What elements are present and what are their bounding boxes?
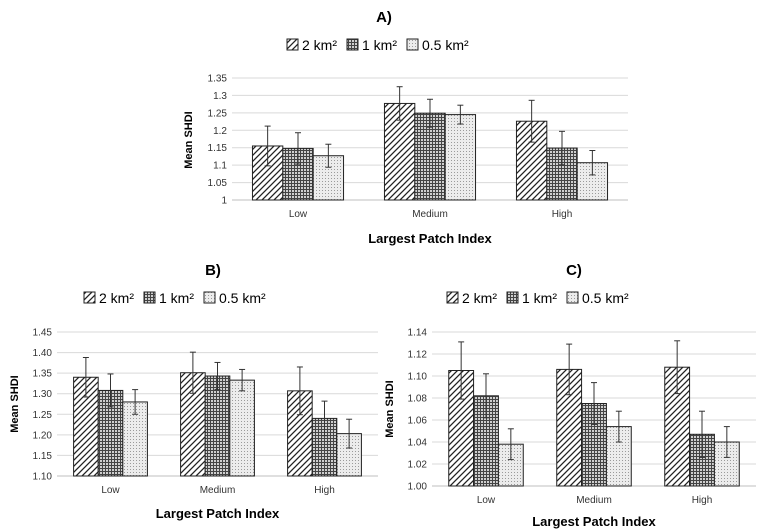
x-axis-label: Largest Patch Index <box>532 514 656 529</box>
y-tick-label: 1.15 <box>208 143 228 154</box>
legend-label: 2 km² <box>462 290 497 306</box>
chart-panel-1: A) 2 km² 1 km² 0.5 km² 1 1.05 1.1 1.15 1.2 1.25 1.… <box>183 9 628 246</box>
y-tick-label: 1.25 <box>33 410 53 421</box>
bar <box>444 114 477 201</box>
y-axis-label: Mean SHDI <box>384 380 396 437</box>
x-tick-label: High <box>552 209 573 220</box>
legend-swatch <box>83 291 96 304</box>
y-tick-label: 1.02 <box>408 460 428 471</box>
legend: 2 km² 1 km² 0.5 km² <box>83 290 266 306</box>
legend-label: 1 km² <box>362 37 397 53</box>
y-axis-label: Mean SHDI <box>9 375 21 432</box>
legend-label: 1 km² <box>159 290 194 306</box>
bar <box>204 375 231 477</box>
panel-label: C) <box>566 262 582 279</box>
y-tick-label: 1.35 <box>33 369 53 380</box>
legend-label: 2 km² <box>302 37 337 53</box>
legend-swatch <box>143 291 156 304</box>
legend-label: 2 km² <box>99 290 134 306</box>
legend-swatch <box>506 291 519 304</box>
panel-label: B) <box>205 262 221 279</box>
legend-label: 1 km² <box>522 290 557 306</box>
y-tick-label: 1.04 <box>408 438 428 449</box>
x-tick-label: High <box>692 495 713 506</box>
y-tick-label: 1.30 <box>33 389 53 400</box>
y-tick-label: 1.00 <box>408 482 428 493</box>
y-tick-label: 1.08 <box>408 394 428 405</box>
x-tick-label: Low <box>289 209 308 220</box>
x-tick-label: Medium <box>200 485 236 496</box>
legend: 2 km² 1 km² 0.5 km² <box>446 290 629 306</box>
y-tick-label: 1.06 <box>408 416 428 427</box>
y-tick-label: 1.1 <box>213 161 227 172</box>
y-tick-label: 1.2 <box>213 126 227 137</box>
y-tick-label: 1.40 <box>33 348 53 359</box>
y-tick-label: 1.10 <box>33 472 53 483</box>
legend-label: 0.5 km² <box>219 290 266 306</box>
y-tick-label: 1.15 <box>33 451 53 462</box>
y-tick-label: 1.3 <box>213 91 227 102</box>
y-tick-label: 1 <box>221 196 227 207</box>
y-tick-label: 1.10 <box>408 372 428 383</box>
legend-swatch <box>286 38 299 51</box>
legend-swatch <box>566 291 579 304</box>
y-axis-label: Mean SHDI <box>183 111 195 168</box>
y-tick-label: 1.12 <box>408 350 428 361</box>
legend-swatch <box>203 291 216 304</box>
bar <box>229 379 255 477</box>
legend: 2 km² 1 km² 0.5 km² <box>286 37 469 53</box>
y-tick-label: 1.05 <box>208 178 228 189</box>
panel-label: A) <box>376 9 392 26</box>
x-tick-label: Medium <box>576 495 612 506</box>
y-tick-label: 1.14 <box>408 328 428 339</box>
x-tick-label: High <box>314 485 335 496</box>
legend-label: 0.5 km² <box>582 290 629 306</box>
chart-panel-2: B) 2 km² 1 km² 0.5 km² 1.10 1.15 1.20 1.25 1.30 1… <box>9 262 378 521</box>
legend-swatch <box>406 38 419 51</box>
legend-swatch <box>446 291 459 304</box>
legend-label: 0.5 km² <box>422 37 469 53</box>
y-tick-label: 1.25 <box>208 108 228 119</box>
legend-swatch <box>346 38 359 51</box>
x-axis-label: Largest Patch Index <box>156 506 280 521</box>
bar <box>312 155 345 201</box>
x-tick-label: Low <box>101 485 120 496</box>
y-tick-label: 1.20 <box>33 430 53 441</box>
x-tick-label: Low <box>477 495 496 506</box>
x-tick-label: Medium <box>412 209 448 220</box>
chart-panel-3: C) 2 km² 1 km² 0.5 km² 1.00 1.02 1.04 1.06 1.08 1… <box>384 262 756 529</box>
x-axis-label: Largest Patch Index <box>368 231 492 246</box>
y-tick-label: 1.45 <box>33 328 53 339</box>
y-tick-label: 1.35 <box>208 74 228 85</box>
